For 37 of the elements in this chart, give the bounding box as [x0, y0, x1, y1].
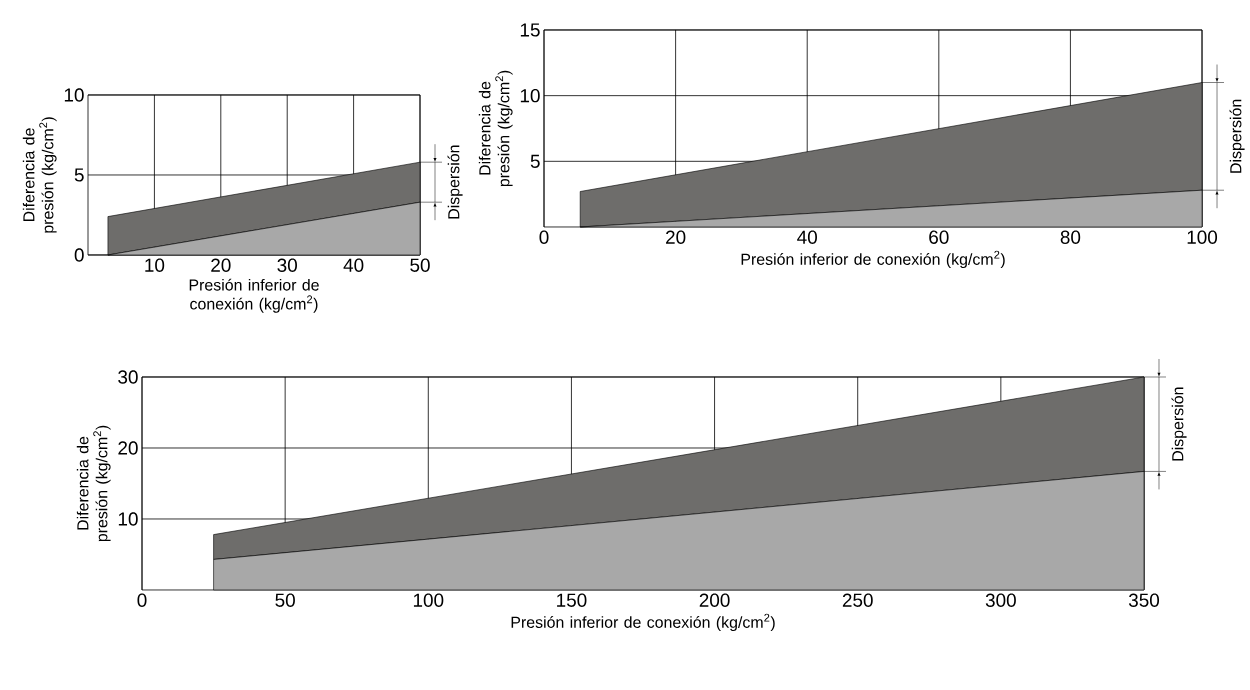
text: Dispersión: [1171, 387, 1187, 461]
x-axis-title: Presión inferior de conexión (kg/cm$^{2}$): [511, 613, 775, 632]
x-tick-label: 100: [1187, 230, 1218, 244]
y-tick-label: 20: [118, 441, 138, 455]
x-tick-label: 0: [137, 593, 147, 607]
y-axis-title: Diferencia de presión (kg/cm$^{2}$): [22, 117, 57, 233]
y-tick-label: 10: [118, 512, 138, 526]
x-tick-label: 20: [211, 258, 231, 272]
x-tick-label: 40: [343, 258, 364, 272]
y-tick-label: 10: [64, 88, 84, 102]
y-tick-label: 5: [530, 154, 540, 168]
x-tick-label: 40: [797, 230, 817, 244]
x-tick-label: 200: [699, 593, 730, 607]
y-tick-label: 10: [520, 88, 540, 103]
x-tick-label: 300: [985, 593, 1016, 607]
x-tick-label: 0: [539, 230, 549, 244]
y-tick-label: 15: [520, 23, 540, 37]
y-tick-label: 30: [118, 370, 138, 384]
x-tick-label: 60: [929, 230, 949, 244]
x-tick-label: 20: [666, 230, 686, 244]
x-tick-label: 80: [1060, 230, 1081, 244]
x-tick-label: 150: [557, 593, 587, 607]
x-tick-label: 50: [410, 258, 430, 272]
x-axis-title: Presión inferior de conexión (kg/cm$^{2}$): [741, 250, 1005, 269]
y-tick-label: 0: [74, 248, 84, 262]
y-axis-title: Diferencia de presión (kg/cm$^{2}$): [76, 425, 111, 542]
x-tick-label: 100: [413, 593, 444, 607]
x-tick-label: 10: [145, 258, 165, 272]
x-axis-title: Presión inferior de conexión (kg/cm$^{2}$): [189, 278, 319, 313]
x-tick-label: 30: [277, 258, 297, 272]
text: Dispersión: [447, 145, 463, 219]
x-tick-label: 50: [275, 593, 295, 607]
text: Dispersión: [1229, 99, 1245, 173]
y-tick-label: 5: [74, 168, 84, 182]
x-tick-label: 350: [1128, 593, 1160, 607]
x-tick-label: 250: [842, 593, 873, 607]
y-axis-title: Diferencia de presión (kg/cm$^{2}$): [478, 70, 513, 187]
